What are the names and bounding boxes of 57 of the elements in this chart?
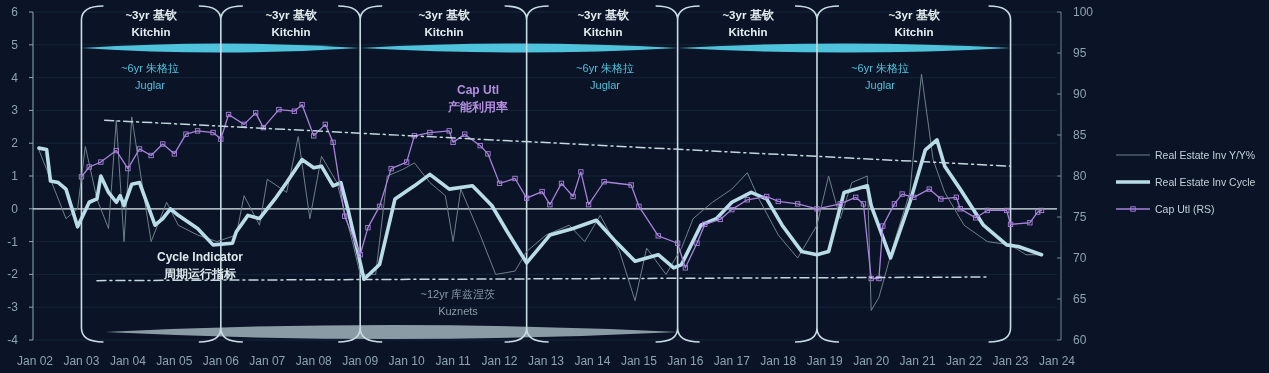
x-tick-label: Jan 22 xyxy=(946,354,983,368)
y-tick-label: 0 xyxy=(11,201,19,216)
y-tick-label: 6 xyxy=(11,5,19,19)
x-tick-label: Jan 13 xyxy=(527,354,565,368)
y-tick-label: -2 xyxy=(7,267,19,282)
x-tick-label: Jan 02 xyxy=(16,354,54,368)
annotation: ~6yr 朱格拉 Juglar xyxy=(851,62,909,91)
annotation: ~3yr 基钦 Kitchin xyxy=(418,9,470,38)
annotation: ~6yr 朱格拉 Juglar xyxy=(576,62,634,91)
x-tick-label: Jan 11 xyxy=(435,354,471,368)
x-tick-label: Jan 17 xyxy=(713,354,751,368)
x-tick-label: Jan 09 xyxy=(342,354,379,368)
x-tick-label: Jan 24 xyxy=(1038,354,1076,368)
y-tick-label: 2 xyxy=(11,136,19,151)
legend-label: Cap Utl (RS) xyxy=(1155,202,1215,215)
y2-tick-label: 90 xyxy=(1073,87,1087,101)
y2-tick-label: 100 xyxy=(1073,5,1094,19)
legend-label: Real Estate Inv Y/Y% xyxy=(1155,148,1256,161)
y2-tick-label: 60 xyxy=(1073,333,1087,347)
annotation: ~3yr 基钦 Kitchin xyxy=(265,9,317,38)
y-tick-label: -4 xyxy=(7,333,19,347)
y-tick-label: 5 xyxy=(11,37,19,52)
annotation: ~6yr 朱格拉 Juglar xyxy=(121,62,179,91)
y2-tick-label: 85 xyxy=(1073,128,1087,142)
x-tick-label: Jan 12 xyxy=(481,354,518,368)
x-tick-label: Jan 16 xyxy=(667,354,704,368)
y-tick-label: -3 xyxy=(7,300,19,315)
y2-tick-label: 70 xyxy=(1073,251,1087,265)
y-tick-label: 1 xyxy=(11,169,19,183)
annotation: Cap Utl 产能利用率 xyxy=(448,83,508,114)
x-tick-label: Jan 05 xyxy=(156,354,193,368)
annotation: ~12yr 库兹涅茨 Kuznets xyxy=(420,288,496,317)
x-tick-label: Jan 08 xyxy=(295,354,333,368)
y2-tick-label: 95 xyxy=(1073,46,1087,60)
y2-tick-label: 75 xyxy=(1073,210,1087,224)
x-tick-label: Jan 10 xyxy=(388,354,425,368)
x-tick-label: Jan 19 xyxy=(806,354,844,368)
legend-label: Real Estate Inv Cycle xyxy=(1155,175,1256,188)
x-tick-label: Jan 03 xyxy=(63,354,100,368)
x-tick-label: Jan 04 xyxy=(109,354,147,368)
annotation: ~3yr 基钦 Kitchin xyxy=(125,9,177,38)
y-tick-label: -1 xyxy=(7,234,19,249)
x-tick-label: Jan 14 xyxy=(574,354,611,368)
x-tick-label: Jan 21 xyxy=(899,354,936,368)
x-tick-label: Jan 23 xyxy=(992,354,1029,368)
y2-tick-label: 80 xyxy=(1073,169,1087,183)
x-tick-label: Jan 20 xyxy=(853,354,890,368)
y2-tick-label: 65 xyxy=(1073,292,1087,306)
x-tick-label: Jan 15 xyxy=(620,354,658,368)
y-tick-label: 3 xyxy=(11,103,19,118)
x-tick-label: Jan 06 xyxy=(202,354,240,368)
y-tick-label: 4 xyxy=(11,70,19,85)
x-tick-label: Jan 18 xyxy=(760,354,797,368)
x-tick-label: Jan 07 xyxy=(249,354,286,368)
annotation: ~3yr 基钦 Kitchin xyxy=(888,9,940,38)
annotation: ~3yr 基钦 Kitchin xyxy=(577,9,629,38)
annotation: ~3yr 基钦 Kitchin xyxy=(722,9,774,38)
